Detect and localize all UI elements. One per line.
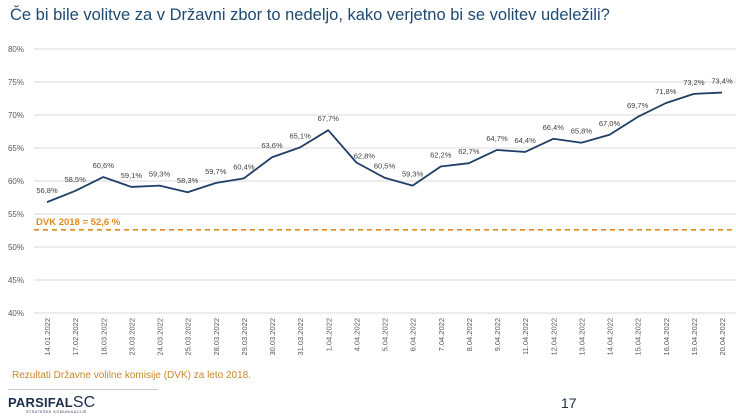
x-tick-label: 19.04.2022 [690,318,699,356]
x-tick-label: 17.02.2022 [71,318,80,356]
data-label: 65,1% [289,131,311,140]
footer-divider [8,389,158,390]
data-label: 59,3% [149,170,171,179]
y-tick-label: 80% [8,45,24,54]
data-label: 62,8% [354,152,376,161]
x-tick-label: 20.04.2022 [718,318,727,356]
logo-sc-text: SC [72,394,96,411]
data-label: 65,8% [571,127,593,136]
x-tick-label: 7.04.2022 [437,318,446,351]
data-label: 64,4% [514,136,536,145]
parsifal-logo: PARSIFALSC STRATEŠKE KOMUNIKACIJE [8,394,95,416]
y-tick-label: 50% [8,243,24,252]
x-tick-label: 4.04.2022 [352,318,361,351]
x-tick-label: 9.04.2022 [493,318,502,351]
footnote: Rezultati Državne volilne komisije (DVK)… [12,370,251,381]
data-label: 69,7% [627,101,649,110]
x-tick-label: 28.03.2022 [212,318,221,356]
x-tick-label: 29.03.2022 [240,318,249,356]
data-label: 56,8% [36,186,58,195]
data-label: 58,5% [64,175,86,184]
x-tick-label: 18.03.2022 [99,318,108,356]
data-label: 59,3% [402,170,424,179]
y-tick-label: 55% [8,210,24,219]
data-label: 60,5% [374,162,396,171]
x-tick-label: 23.03.2022 [127,318,136,356]
data-label: 66,4% [543,123,565,132]
x-tick-label: 14.04.2022 [606,318,615,356]
data-label: 62,7% [458,147,480,156]
x-tick-label: 12.04.2022 [549,318,558,356]
data-label: 63,6% [261,141,283,150]
x-tick-label: 5.04.2022 [381,318,390,351]
page-number: 17 [561,395,577,411]
y-tick-label: 65% [8,144,24,153]
data-label: 58,3% [177,176,199,185]
data-label: 59,1% [121,171,143,180]
y-tick-label: 40% [8,309,24,318]
x-tick-label: 6.04.2022 [409,318,418,351]
x-tick-label: 16.04.2022 [662,318,671,356]
x-tick-label: 14.01.2022 [43,318,52,356]
x-tick-label: 8.04.2022 [465,318,474,351]
data-label: 71,8% [655,87,677,96]
chart-title: Če bi bile volitve za v Državni zbor to … [10,6,610,24]
reference-line-label: DVK 2018 = 52,6 % [36,217,121,228]
data-label: 62,2% [430,150,452,159]
x-tick-label: 1.04.2022 [324,318,333,351]
y-tick-label: 60% [8,177,24,186]
logo-subtitle: STRATEŠKE KOMUNIKACIJE [26,410,87,414]
x-tick-label: 25.03.2022 [184,318,193,356]
y-tick-label: 75% [8,78,24,87]
data-label: 60,6% [93,161,115,170]
x-tick-label: 30.03.2022 [268,318,277,356]
data-label: 67,7% [318,114,340,123]
x-tick-label: 15.04.2022 [634,318,643,356]
series-line [46,91,723,203]
data-label: 59,7% [205,167,227,176]
x-tick-label: 31.03.2022 [296,318,305,356]
data-label: 73,4% [711,77,733,86]
data-label: 64,7% [486,134,508,143]
x-tick-label: 13.04.2022 [577,318,586,356]
y-tick-label: 70% [8,111,24,120]
y-tick-label: 45% [8,276,24,285]
data-label: 60,4% [233,162,255,171]
x-tick-label: 24.03.2022 [156,318,165,356]
data-label: 73,2% [683,78,705,87]
x-tick-label: 11.04.2022 [521,318,530,355]
logo-main-text: PARSIFAL [8,395,73,410]
data-label: 67,0% [599,119,621,128]
